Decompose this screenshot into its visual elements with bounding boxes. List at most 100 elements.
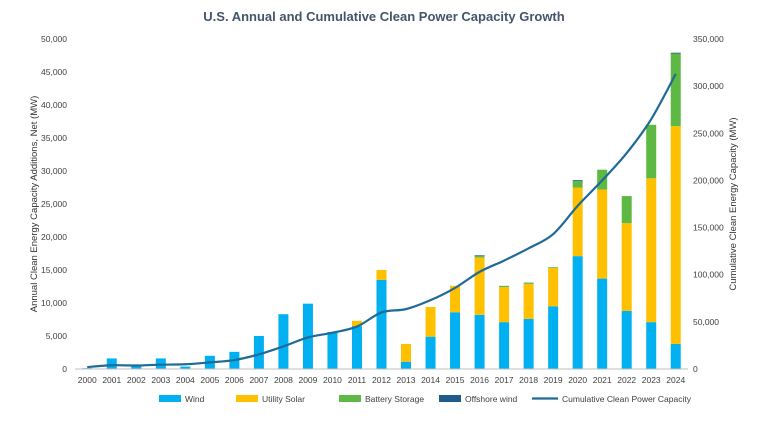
- legend-label: Utility Solar: [262, 394, 305, 404]
- legend-swatch: [236, 395, 258, 402]
- y2-tick-label: 150,000: [693, 223, 724, 233]
- x-tick-label: 2004: [176, 375, 195, 385]
- bar-wind: [499, 322, 510, 369]
- y-axis-ticks: 0 5,000 10,000 15,000 20,000 25,000 30,000 35,0…: [41, 34, 67, 374]
- bar-utility-solar: [572, 187, 583, 257]
- y2-tick-label: 350,000: [693, 34, 724, 44]
- y-tick-label: 35,000: [41, 133, 67, 143]
- x-tick-label: 2007: [249, 375, 268, 385]
- bar-wind: [523, 318, 534, 369]
- bar-utility-solar: [670, 126, 681, 344]
- bar-wind: [180, 366, 191, 369]
- y2-axis-ticks: 0 50,000 100,000 150,000 200,000 250,000 300,0…: [693, 34, 724, 374]
- bar-utility-solar: [425, 306, 436, 337]
- x-tick-label: 2005: [200, 375, 219, 385]
- cumulative-line: [87, 73, 677, 369]
- x-axis-ticks: 2000 2001 2002 2003 2004 2005 2006 2007 2008 2009…: [78, 375, 686, 385]
- bar-offshore-wind: [572, 180, 583, 181]
- bar-wind: [278, 314, 289, 369]
- legend-label: Battery Storage: [365, 394, 424, 404]
- bar-wind: [253, 336, 264, 369]
- bar-wind: [621, 310, 632, 369]
- bar-battery-storage: [621, 196, 632, 224]
- x-tick-label: 2022: [617, 375, 636, 385]
- x-tick-label: 2011: [348, 375, 367, 385]
- y-tick-label: 20,000: [41, 232, 67, 242]
- legend-swatch: [339, 395, 361, 402]
- bar-battery-storage: [523, 282, 534, 284]
- bar-utility-solar: [597, 189, 608, 279]
- bar-wind: [106, 358, 117, 369]
- x-tick-label: 2020: [568, 375, 587, 385]
- legend-label: Offshore wind: [465, 394, 518, 404]
- x-tick-label: 2008: [274, 375, 293, 385]
- x-tick-label: 2023: [642, 375, 661, 385]
- x-tick-label: 2019: [544, 375, 563, 385]
- bar-utility-solar: [621, 223, 632, 311]
- x-tick-label: 2010: [323, 375, 342, 385]
- bar-battery-storage: [474, 256, 485, 258]
- bar-offshore-wind: [670, 52, 681, 54]
- legend: Wind Utility Solar Battery Storage Offshore…: [159, 394, 692, 404]
- y-tick-label: 50,000: [41, 34, 67, 44]
- bar-wind: [548, 306, 559, 369]
- x-tick-label: 2015: [446, 375, 465, 385]
- bar-utility-solar: [351, 320, 362, 327]
- x-tick-label: 2021: [593, 375, 612, 385]
- bar-utility-solar: [499, 287, 510, 323]
- y-tick-label: 5,000: [46, 331, 68, 341]
- bar-utility-solar: [450, 285, 461, 313]
- x-tick-label: 2001: [102, 375, 121, 385]
- legend-label: Cumulative Clean Power Capacity: [562, 394, 692, 404]
- x-tick-label: 2000: [78, 375, 97, 385]
- legend-swatch: [159, 395, 181, 402]
- bar-utility-solar: [548, 268, 559, 307]
- x-tick-label: 2003: [151, 375, 170, 385]
- bar-wind: [425, 336, 436, 369]
- bar-wind: [401, 361, 412, 369]
- y2-tick-label: 200,000: [693, 175, 724, 185]
- bars: [82, 52, 681, 369]
- bar-wind: [670, 343, 681, 369]
- x-tick-label: 2016: [470, 375, 489, 385]
- x-tick-label: 2009: [298, 375, 317, 385]
- y-tick-label: 25,000: [41, 199, 67, 209]
- x-tick-label: 2014: [421, 375, 440, 385]
- bar-utility-solar: [474, 257, 485, 315]
- bar-wind: [572, 256, 583, 369]
- x-tick-label: 2012: [372, 375, 391, 385]
- legend-label: Wind: [185, 394, 205, 404]
- y2-tick-label: 100,000: [693, 270, 724, 280]
- bar-utility-solar: [376, 270, 387, 280]
- x-tick-label: 2024: [666, 375, 685, 385]
- y-tick-label: 40,000: [41, 100, 67, 110]
- y2-tick-label: 300,000: [693, 81, 724, 91]
- bar-wind: [351, 326, 362, 369]
- chart-title: U.S. Annual and Cumulative Clean Power C…: [203, 9, 564, 24]
- bar-wind: [131, 366, 142, 369]
- y2-tick-label: 50,000: [693, 317, 719, 327]
- y-tick-label: 10,000: [41, 298, 67, 308]
- bar-wind: [376, 279, 387, 369]
- bar-wind: [450, 312, 461, 369]
- bar-battery-storage: [499, 285, 510, 288]
- x-tick-label: 2006: [225, 375, 244, 385]
- bar-offshore-wind: [474, 255, 485, 257]
- y-tick-label: 30,000: [41, 166, 67, 176]
- bar-utility-solar: [646, 178, 657, 323]
- x-tick-label: 2018: [519, 375, 538, 385]
- x-tick-label: 2017: [495, 375, 514, 385]
- bar-battery-storage: [646, 124, 657, 179]
- x-tick-label: 2013: [397, 375, 416, 385]
- y2-tick-label: 250,000: [693, 128, 724, 138]
- legend-swatch: [439, 395, 461, 402]
- bar-battery-storage: [548, 267, 559, 269]
- y2-axis-label: Cumulative Clean Energy Capacity (MW): [728, 117, 739, 290]
- bar-utility-solar: [523, 283, 534, 319]
- bar-wind: [474, 314, 485, 369]
- x-tick-label: 2002: [127, 375, 146, 385]
- bar-battery-storage: [670, 53, 681, 127]
- bar-battery-storage: [572, 180, 583, 188]
